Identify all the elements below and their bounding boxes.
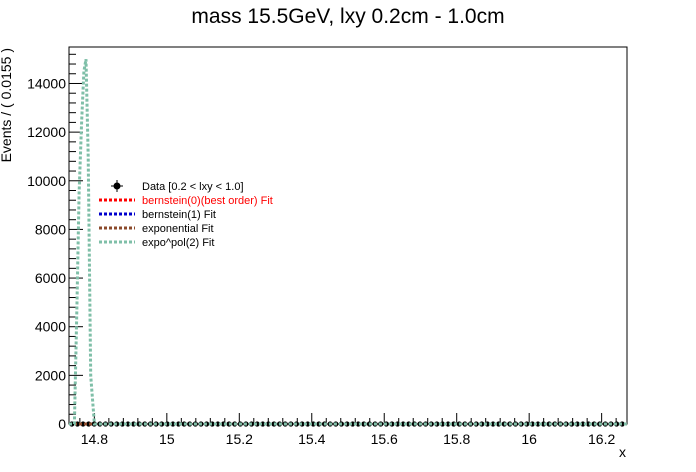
legend-label: bernstein(1) Fit	[142, 209, 216, 221]
y-axis: 0 2000 4000 6000 8000 10000 12000 14000	[27, 53, 83, 432]
legend-marker	[113, 182, 121, 190]
x-tick-label: 15.8	[443, 431, 470, 447]
fit-line	[69, 58, 627, 426]
legend: Data [0.2 < lxy < 1.0] bernstein(0)(best …	[99, 180, 273, 249]
x-axis: 14.8 15 15.2 15.4 15.6 15.8 16 16.2	[79, 413, 617, 447]
x-tick-label: 15	[159, 431, 175, 447]
y-tick-label: 14000	[27, 75, 66, 91]
y-tick-label: 4000	[35, 319, 66, 335]
y-tick-label: 10000	[27, 173, 66, 189]
legend-label: bernstein(0)(best order) Fit	[142, 195, 273, 207]
x-axis-title: x	[619, 444, 626, 460]
y-tick-label: 12000	[27, 124, 66, 140]
x-tick-label: 15.6	[371, 431, 398, 447]
legend-label: exponential Fit	[142, 223, 214, 235]
x-tick-label: 15.2	[226, 431, 253, 447]
legend-label: expo^pol(2) Fit	[142, 237, 214, 249]
y-tick-label: 2000	[35, 367, 66, 383]
plot-area	[68, 58, 627, 427]
x-tick-label: 16.2	[588, 431, 615, 447]
plot-border	[68, 46, 628, 425]
y-tick-label: 8000	[35, 221, 66, 237]
y-tick-label: 6000	[35, 270, 66, 286]
x-tick-label: 15.4	[298, 431, 325, 447]
chart-title: mass 15.5GeV, lxy 0.2cm - 1.0cm	[191, 5, 504, 28]
plot-frame	[68, 46, 628, 425]
y-axis-title: Events / ( 0.0155 )	[0, 48, 14, 162]
legend-label: Data [0.2 < lxy < 1.0]	[142, 181, 244, 193]
y-tick-label: 0	[58, 416, 66, 432]
x-tick-label: 14.8	[81, 431, 108, 447]
x-tick-label: 16	[521, 431, 537, 447]
